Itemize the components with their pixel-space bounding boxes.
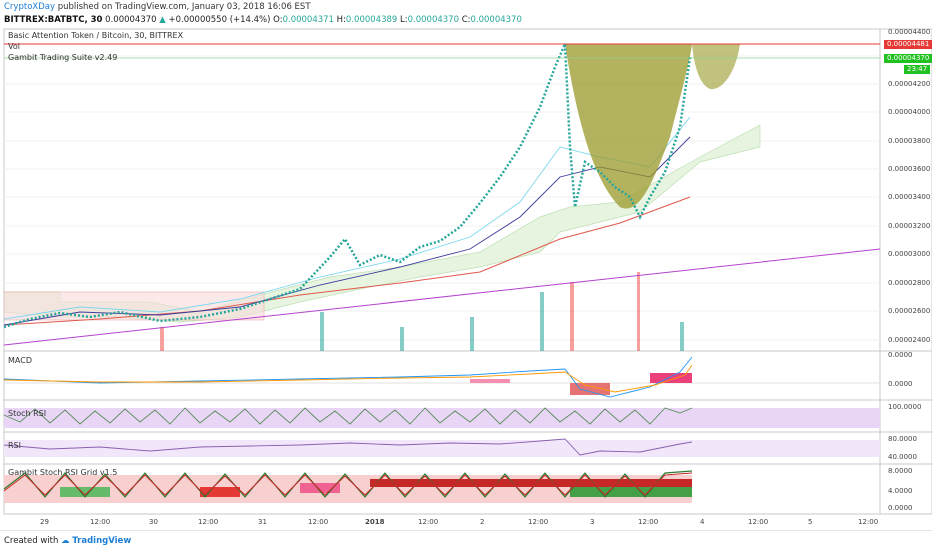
time-tick: 12:00 <box>528 518 548 526</box>
volume-bars <box>160 272 684 351</box>
ohlc-open-key: O: <box>273 15 283 25</box>
time-tick: 5 <box>808 518 812 526</box>
stoch-tick: 100.0000 <box>888 403 921 411</box>
handle-shape <box>692 44 740 90</box>
symbol-label: BITTREX:BATBTC, 30 <box>4 15 103 25</box>
indicator-label: Gambit Trading Suite v2.49 <box>8 53 118 62</box>
ohlc-low-key: L: <box>400 15 408 25</box>
price-tick: 0.00003200 <box>888 222 930 230</box>
price-tick: 0.00002800 <box>888 279 930 287</box>
price-axis[interactable]: 0.00004200 0.00004000 0.00003800 0.00003… <box>888 80 930 344</box>
time-tick: 3 <box>590 518 594 526</box>
price-tick: 0.00003000 <box>888 250 930 258</box>
time-tick: 12:00 <box>858 518 878 526</box>
ohlc-high-key: H: <box>336 15 346 25</box>
grid-tick: 4.0000 <box>888 487 913 495</box>
price-tick: 0.00003400 <box>888 193 930 201</box>
macd-label: MACD <box>8 356 32 365</box>
author-link[interactable]: CryptoXDay <box>4 2 55 12</box>
tradingview-link[interactable]: TradingView <box>72 536 132 546</box>
time-tick: 12:00 <box>198 518 218 526</box>
price-tick: 0.00003600 <box>888 165 930 173</box>
main-pane-title: Basic Attention Token / Bitcoin, 30, BIT… <box>8 31 184 40</box>
ohlc-close: 0.00004370 <box>470 15 522 25</box>
time-tick: 12:00 <box>90 518 110 526</box>
stoch-plot: 100.0000 <box>3 403 921 428</box>
price-tag-time: 23:47 <box>904 65 931 74</box>
ohlc-high: 0.00004389 <box>345 15 398 25</box>
cup-shape <box>565 44 692 209</box>
price-tick: 0.00004000 <box>888 108 930 116</box>
time-tick: 12:00 <box>308 518 328 526</box>
time-axis[interactable]: 29 12:00 30 12:00 31 12:00 2018 12:00 2 … <box>40 518 878 526</box>
price-tag-high: 0.00004481 <box>884 40 932 49</box>
price-tick: 0.00004200 <box>888 80 930 88</box>
change-arrow-icon: ▲ <box>159 15 166 25</box>
stoch-label: Stoch RSI <box>8 409 47 418</box>
ohlc-low: 0.00004370 <box>407 15 459 25</box>
time-tick: 12:00 <box>418 518 438 526</box>
price-tick: 0.00002400 <box>888 336 930 344</box>
tradingview-cloud-icon: ☁ <box>61 536 70 546</box>
price-tag-last: 0.00004370 <box>884 54 932 63</box>
macd-tick: 0.0000 <box>888 380 913 388</box>
grid-plot: 8.0000 4.0000 0.0000 <box>3 467 913 512</box>
price-tick-top: 0.00004400 <box>888 28 931 36</box>
grid-tick: 8.0000 <box>888 467 913 475</box>
grid-label: Gambit Stoch RSI Grid v1.5 <box>8 468 118 477</box>
volume-label: Vol <box>8 42 20 51</box>
time-tick: 29 <box>40 518 49 526</box>
macd-plot: 0.0000 0.0000 <box>3 351 913 398</box>
rsi-tick: 40.0000 <box>888 453 917 461</box>
trend-line <box>4 248 880 346</box>
rsi-label: RSI <box>8 441 21 450</box>
time-tick: 12:00 <box>748 518 768 526</box>
created-with-text: Created with <box>4 536 59 546</box>
symbol-info-bar: BITTREX:BATBTC, 30 0.00004370 ▲ +0.00000… <box>0 14 932 27</box>
time-tick: 2018 <box>365 518 385 526</box>
publish-header: CryptoXDay published on TradingView.com,… <box>0 0 932 14</box>
time-tick: 4 <box>700 518 705 526</box>
chart-canvas[interactable]: 0.00004200 0.00004000 0.00003800 0.00003… <box>0 27 932 530</box>
macd-tick: 0.0000 <box>888 351 913 359</box>
ohlc-close-key: C: <box>461 15 471 25</box>
ma-red <box>4 196 691 326</box>
price-tick: 0.00003800 <box>888 137 930 145</box>
change-value: +0.00000550 (+14.4%) <box>168 15 271 25</box>
ohlc-open: 0.00004371 <box>282 15 334 25</box>
published-text: published on TradingView.com, January 03… <box>57 2 311 12</box>
grid-tick: 0.0000 <box>888 504 913 512</box>
last-price: 0.00004370 <box>105 15 157 25</box>
rsi-tick: 80.0000 <box>888 435 917 443</box>
footer: Created with ☁ TradingView <box>0 530 932 550</box>
price-tick: 0.00002600 <box>888 307 930 315</box>
rsi-plot: 80.0000 40.0000 <box>3 435 917 461</box>
time-tick: 31 <box>258 518 267 526</box>
time-tick: 2 <box>480 518 484 526</box>
time-tick: 12:00 <box>638 518 658 526</box>
time-tick: 30 <box>149 518 158 526</box>
